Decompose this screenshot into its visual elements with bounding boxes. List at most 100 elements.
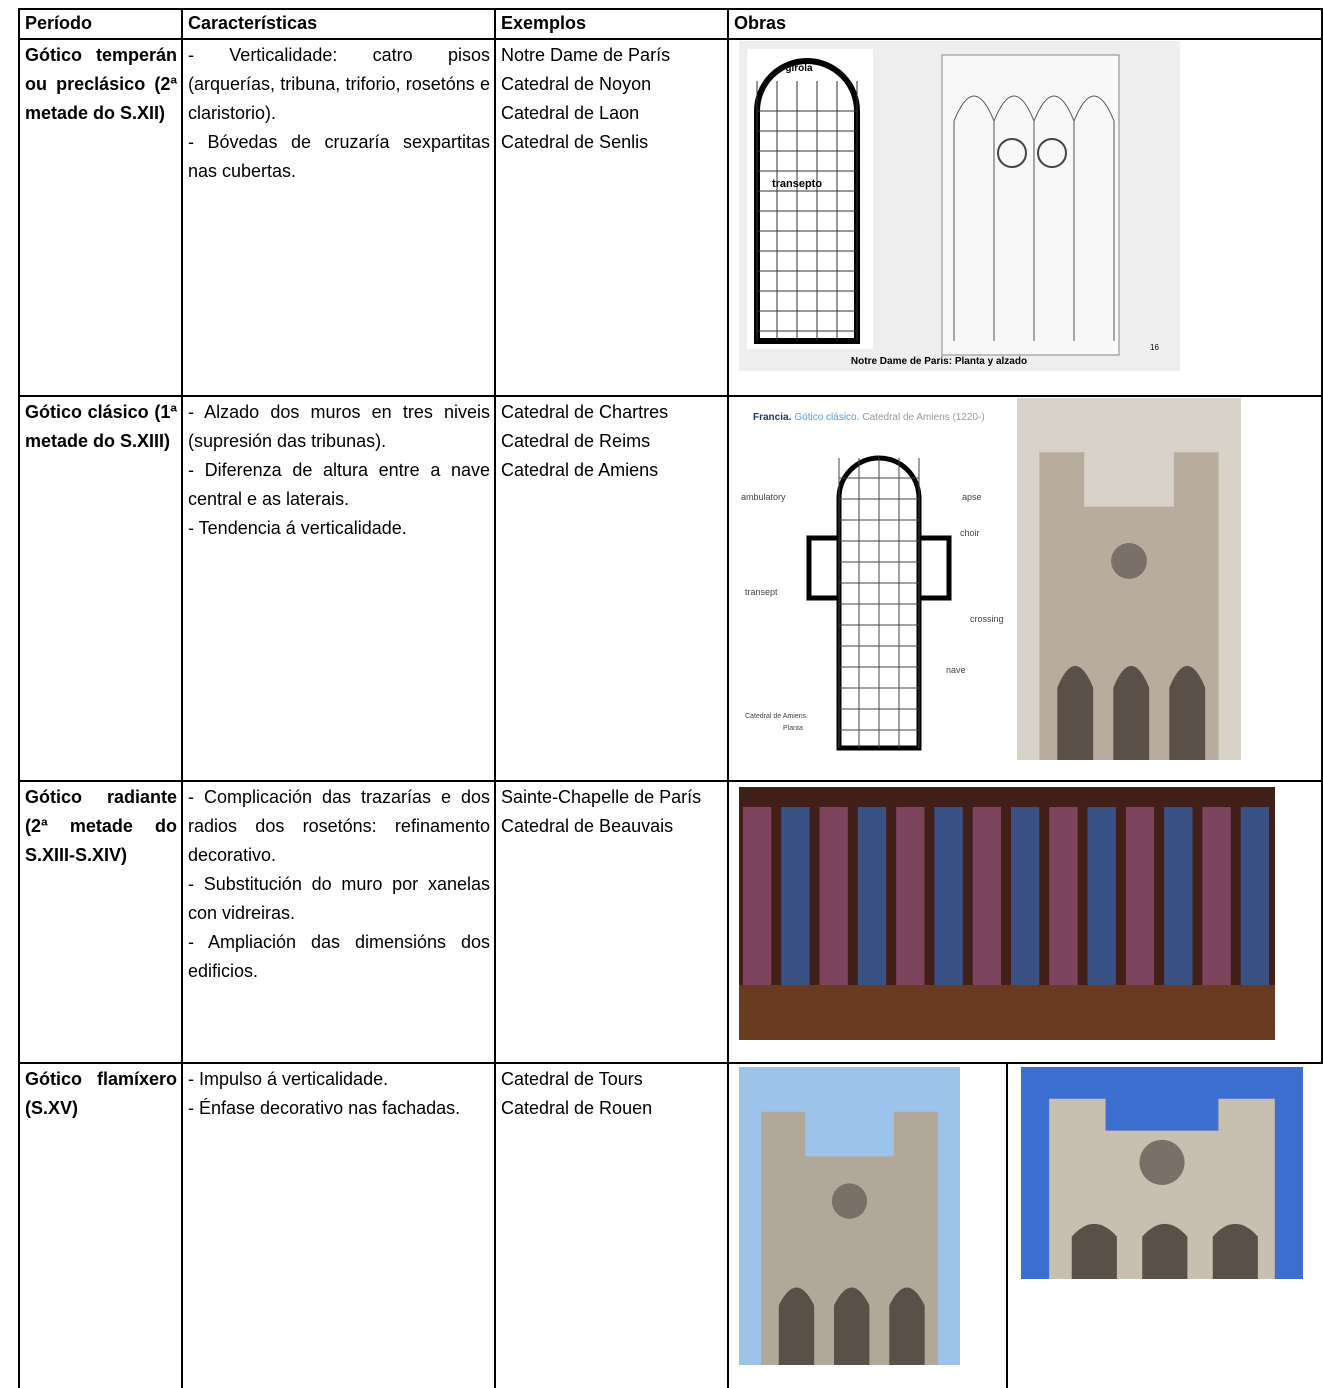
window	[1164, 807, 1193, 990]
window	[896, 807, 925, 990]
feature: - Complicación das trazarías e dos radio…	[188, 787, 490, 865]
image-label: Catedral de Amiens.	[745, 713, 808, 720]
period: Gótico temperán ou preclásico (2ª metade…	[25, 45, 177, 123]
arch	[993, 95, 1035, 341]
wall	[739, 985, 1275, 1040]
caption-part: Catedral de Amiens (1220-)	[862, 412, 984, 423]
column-border	[18, 8, 20, 1388]
example: Catedral de Chartres	[501, 402, 669, 422]
feature: - Alzado dos muros en tres niveis (supre…	[188, 402, 490, 451]
portal	[1071, 1223, 1117, 1279]
examples: Notre Dame de París Catedral de Noyon Cate…	[496, 41, 727, 157]
example: Catedral de Rouen	[501, 1098, 653, 1118]
header-cell: Exemplos	[501, 13, 587, 33]
column-border	[181, 8, 183, 1388]
example: Catedral de Noyon	[501, 74, 652, 94]
amiens-plan-image: Francia. Gótico clásico. Catedral de Amien…	[739, 398, 1015, 760]
image-label: transepto	[772, 178, 822, 190]
portal	[1057, 665, 1094, 760]
example: Catedral de Laon	[501, 103, 640, 123]
caption-part: Francia.	[753, 412, 792, 423]
arch	[1033, 95, 1075, 341]
header-cell: Características	[188, 13, 318, 33]
feature: - Verticalidade: catro pisos (arquerías,…	[188, 45, 490, 123]
feature: - Impulso á verticalidade.	[188, 1069, 389, 1089]
header-cell: Período	[25, 13, 93, 33]
arch	[953, 95, 995, 341]
row-border	[18, 8, 1323, 10]
period: Gótico flamíxero (S.XV)	[25, 1069, 177, 1118]
examples: Catedral de Chartres Catedral de Reims Cat…	[496, 398, 727, 485]
image-label: crossing	[970, 614, 1004, 624]
feature: - Diferenza de altura entre a nave centr…	[188, 460, 490, 509]
column-border	[727, 8, 729, 1388]
portal	[1113, 665, 1150, 760]
header-cell: Obras	[734, 13, 787, 33]
rouen-photo	[1021, 1067, 1303, 1279]
row-border	[18, 780, 1323, 782]
image-label: girola	[785, 63, 813, 74]
arch	[1073, 95, 1115, 341]
rose-window	[1139, 1139, 1185, 1185]
example: Catedral de Tours	[501, 1069, 643, 1089]
amiens-facade-photo	[1017, 398, 1241, 760]
window	[743, 807, 772, 990]
image-label: Notre Dame de Paris: Planta y alzado	[851, 356, 1027, 367]
image-label: nave	[946, 665, 966, 675]
image-label: choir	[960, 528, 980, 538]
portal	[778, 1287, 815, 1365]
window	[1240, 807, 1269, 990]
elevation-bg	[941, 54, 1120, 356]
image-caption: Francia. Gótico clásico. Catedral de Amien…	[753, 412, 985, 423]
window	[1202, 807, 1231, 990]
example: Catedral de Senlis	[501, 132, 649, 152]
column-border	[1321, 8, 1323, 1062]
features: - Alzado dos muros en tres niveis (supre…	[183, 398, 494, 543]
portal	[1142, 1223, 1188, 1279]
portal	[834, 1287, 870, 1365]
feature: - Bóvedas de cruzaría sexpartitas nas cu…	[188, 132, 490, 181]
period: Gótico clásico (1ª metade do S.XIII)	[25, 402, 177, 451]
portal	[1212, 1223, 1258, 1279]
features: - Verticalidade: catro pisos (arquerías,…	[183, 41, 494, 186]
caption-part: Gótico clásico.	[794, 412, 859, 423]
feature: - Tendencia á verticalidade.	[188, 518, 407, 538]
plan-bg	[747, 49, 873, 349]
example: Catedral de Amiens	[501, 460, 659, 480]
row-border	[18, 395, 1323, 397]
window	[1011, 807, 1040, 990]
row-border	[18, 38, 1323, 40]
feature: - Substitución do muro por xanelas con v…	[188, 874, 490, 923]
examples: Catedral de Tours Catedral de Rouen	[496, 1065, 727, 1123]
rose	[1037, 138, 1067, 168]
window	[781, 807, 810, 990]
rose	[997, 138, 1027, 168]
example: Catedral de Beauvais	[501, 816, 674, 836]
example: Sainte-Chapelle de París	[501, 787, 702, 807]
features: - Complicación das trazarías e dos radio…	[183, 783, 494, 986]
example: Catedral de Reims	[501, 431, 651, 451]
rose-window	[831, 1183, 868, 1219]
image-bg	[739, 398, 1015, 760]
features: - Impulso á verticalidade. - Énfase decor…	[183, 1065, 494, 1123]
column-border	[494, 8, 496, 1388]
rose-window	[1111, 542, 1147, 579]
window	[934, 807, 963, 990]
tours-photo	[739, 1067, 960, 1365]
plan-outline	[754, 58, 860, 344]
window	[819, 807, 848, 990]
image-label: Planta	[783, 725, 803, 732]
image-label: apse	[962, 492, 982, 502]
image-label: 16	[1150, 343, 1159, 352]
column-border	[1006, 1062, 1008, 1388]
window	[972, 807, 1001, 990]
window	[1125, 807, 1155, 990]
feature: - Ampliación das dimensións dos edificio…	[188, 932, 490, 981]
portal	[1169, 665, 1206, 760]
example: Notre Dame de París	[501, 45, 671, 65]
notre-dame-image: girola transepto Notre Dame de Paris: Plan…	[739, 41, 1180, 371]
window	[857, 807, 887, 990]
window	[1049, 807, 1078, 990]
portal	[889, 1287, 925, 1365]
